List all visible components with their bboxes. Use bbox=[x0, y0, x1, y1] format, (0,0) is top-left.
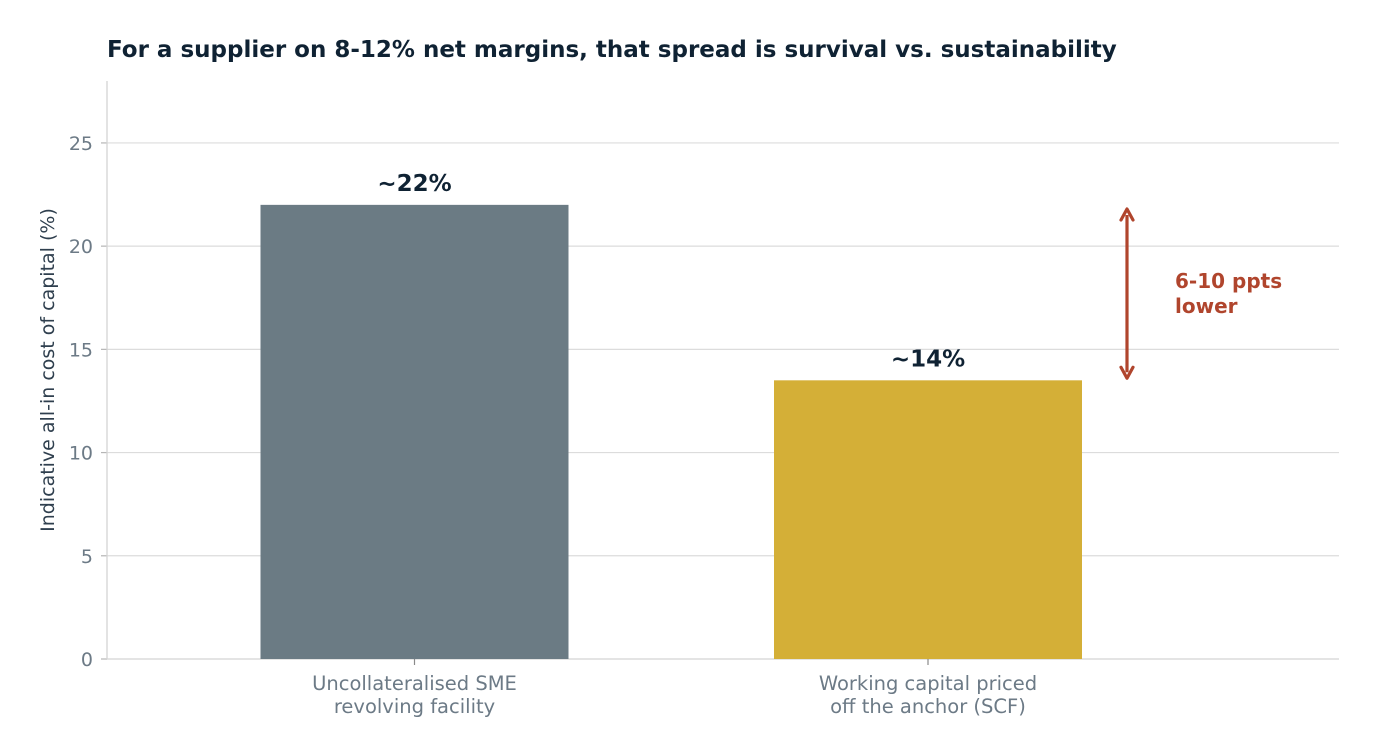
bar-1 bbox=[260, 204, 569, 659]
spread-arrow-head-down bbox=[1119, 365, 1135, 380]
chart-title: For a supplier on 8-12% net margins, tha… bbox=[107, 37, 1117, 63]
y-tick-label-0: 0 bbox=[81, 649, 93, 671]
bars bbox=[260, 204, 1082, 659]
data-label-2: ~14% bbox=[891, 346, 965, 372]
category-label-1-line-1: Uncollateralised SME bbox=[312, 672, 517, 695]
y-tick-label-20: 20 bbox=[69, 236, 93, 258]
y-tick-label-25: 25 bbox=[69, 133, 93, 155]
category-label-2-line-2: off the anchor (SCF) bbox=[830, 695, 1026, 718]
spread-annotation-line-1: 6-10 ppts bbox=[1175, 269, 1282, 293]
bar-2 bbox=[774, 380, 1082, 659]
data-labels: ~22% ~14% bbox=[377, 171, 965, 372]
y-axis-label: Indicative all-in cost of capital (%) bbox=[37, 208, 59, 532]
category-label-2-line-1: Working capital priced bbox=[819, 672, 1037, 695]
y-tick-label-15: 15 bbox=[69, 339, 93, 361]
data-label-1: ~22% bbox=[377, 171, 451, 197]
axes: 0 5 10 15 20 25 bbox=[69, 81, 1339, 671]
spread-annotation-line-2: lower bbox=[1175, 294, 1238, 318]
spread-arrow-head-up bbox=[1119, 207, 1135, 222]
y-tick-label-5: 5 bbox=[81, 546, 93, 568]
y-tick-label-10: 10 bbox=[69, 443, 93, 465]
category-label-1-line-2: revolving facility bbox=[334, 695, 495, 718]
